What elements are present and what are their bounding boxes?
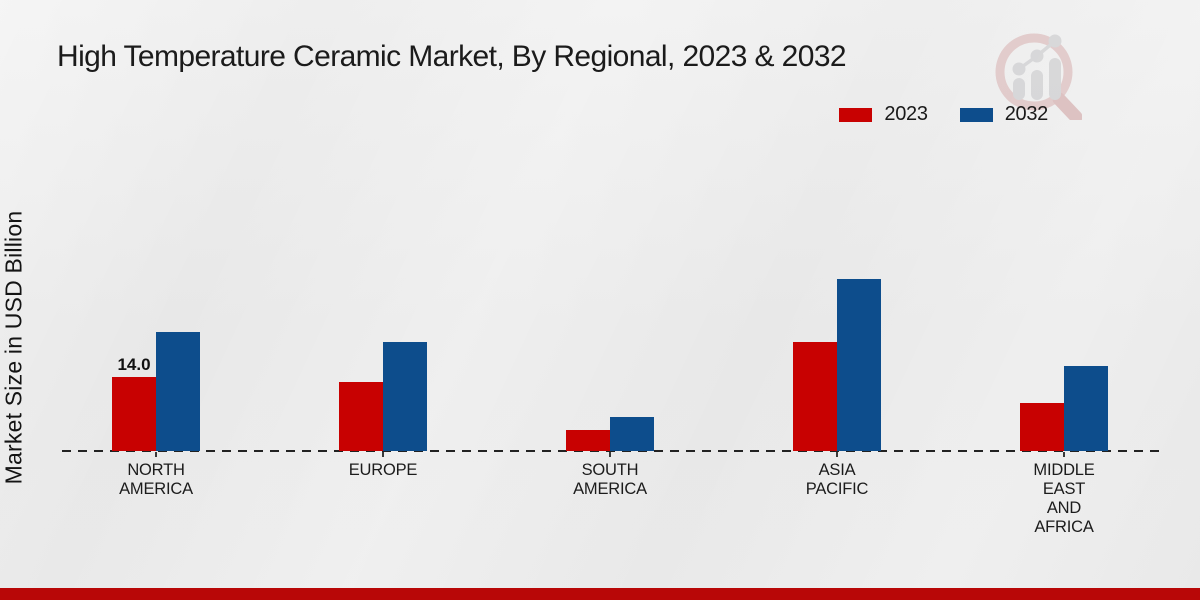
bar-2023-europe (339, 382, 383, 451)
y-axis-label: Market Size in USD Billion (0, 210, 27, 485)
bar-2032-asia-pacific (837, 279, 881, 451)
legend-label-2032: 2032 (1004, 103, 1049, 125)
axis-tick-north-america (155, 452, 157, 457)
bar-2023-south-america (566, 430, 610, 451)
legend-item-2023: 2023 (839, 103, 928, 126)
axis-tick-europe (382, 452, 384, 457)
bar-2032-south-america (610, 417, 654, 451)
magnifier-bar-chart-logo-icon (995, 33, 1082, 120)
category-label-north-america: NORTH AMERICA (119, 461, 193, 498)
category-label-asia-pacific: ASIA PACIFIC (805, 461, 869, 498)
legend-label-2023: 2023 (884, 103, 928, 125)
category-label-middle-east-and-africa: MIDDLE EAST AND AFRICA (1033, 461, 1095, 536)
chart-title: High Temperature Ceramic Market, By Regi… (57, 40, 847, 73)
bottom-accent-strip (0, 588, 1200, 600)
legend-item-2032: 2032 (959, 103, 1049, 126)
category-label-europe: EUROPE (348, 461, 418, 479)
axis-tick-asia-pacific (836, 452, 838, 457)
bar-2032-europe (383, 342, 427, 451)
legend-swatch-2023 (839, 107, 873, 122)
axis-tick-south-america (609, 452, 611, 457)
value-label-2023-north-america: 14.0 (117, 355, 151, 374)
category-label-south-america: SOUTH AMERICA (573, 461, 647, 498)
bar-2023-middle-east-and-africa (1020, 403, 1064, 451)
chart-legend: 2023 2032 (839, 103, 1048, 126)
bar-2032-north-america (156, 332, 200, 451)
bar-2032-middle-east-and-africa (1064, 366, 1108, 451)
x-axis-dashed-line (62, 450, 1166, 452)
bar-2023-north-america (112, 377, 156, 451)
axis-tick-middle-east-and-africa (1063, 452, 1065, 457)
legend-swatch-2032 (959, 107, 993, 122)
bar-2023-asia-pacific (793, 342, 837, 451)
